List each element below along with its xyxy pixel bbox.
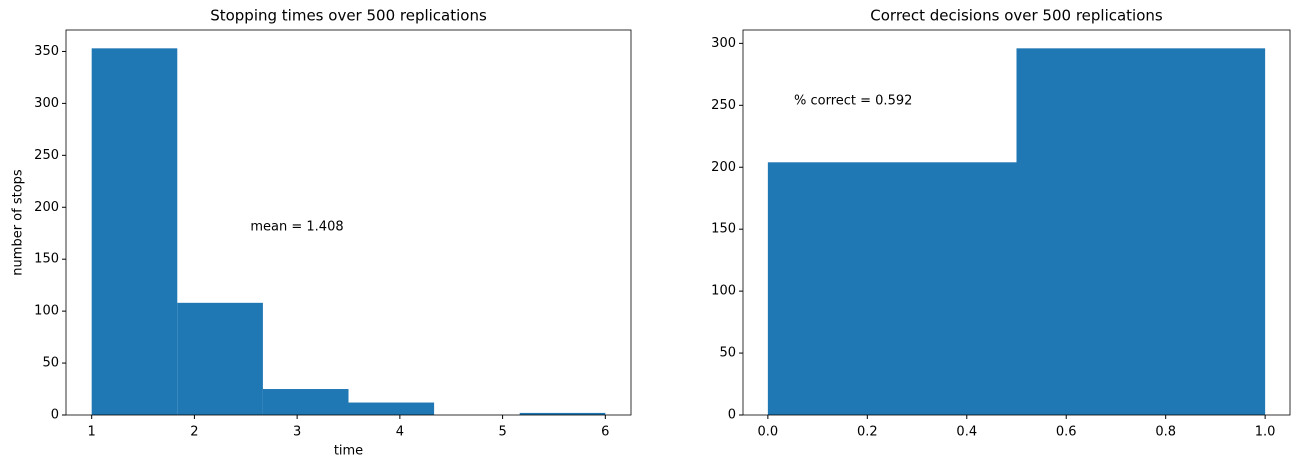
y-tick-label: 300 — [711, 36, 736, 51]
bar — [262, 389, 349, 415]
y-tick-label: 50 — [42, 356, 59, 371]
x-tick-label: 0.2 — [857, 425, 878, 440]
x-tick-label: 1.0 — [1255, 425, 1276, 440]
x-tick-label: 5 — [498, 425, 506, 440]
x-tick-label: 3 — [293, 425, 301, 440]
y-tick-label: 0 — [728, 408, 736, 423]
y-tick-label: 200 — [34, 200, 59, 215]
x-tick-label: 2 — [190, 425, 198, 440]
y-tick-label: 0 — [51, 408, 59, 423]
x-axis-label: time — [334, 444, 363, 459]
axes-frame — [742, 29, 1291, 416]
y-tick-label: 150 — [34, 252, 59, 267]
bar — [1016, 48, 1266, 415]
x-tick-label: 6 — [601, 425, 609, 440]
y-axis-label: number of stops — [11, 169, 26, 276]
x-tick-label: 4 — [396, 425, 404, 440]
bar — [91, 48, 178, 415]
y-tick-label: 250 — [34, 148, 59, 163]
y-tick-label: 300 — [34, 96, 59, 111]
y-tick-label: 150 — [711, 222, 736, 237]
y-tick-label: 250 — [711, 98, 736, 113]
bar — [767, 162, 1017, 415]
x-tick-label: 0.8 — [1155, 425, 1176, 440]
x-tick-label: 1 — [88, 425, 96, 440]
bar — [177, 302, 263, 415]
x-tick-label: 0.0 — [758, 425, 779, 440]
y-tick-label: 200 — [711, 160, 736, 175]
annotation: mean = 1.408 — [250, 220, 343, 235]
y-tick-label: 100 — [711, 284, 736, 299]
annotation: % correct = 0.592 — [794, 94, 912, 109]
axes-frame — [65, 29, 632, 416]
chart-title: Stopping times over 500 replications — [210, 7, 487, 25]
x-tick-label: 0.4 — [956, 425, 977, 440]
bar — [519, 412, 606, 415]
x-tick-label: 0.6 — [1056, 425, 1077, 440]
chart-title: Correct decisions over 500 replications — [870, 7, 1163, 25]
y-tick-label: 50 — [719, 346, 736, 361]
bar — [348, 402, 435, 415]
y-tick-label: 100 — [34, 304, 59, 319]
y-tick-label: 350 — [34, 44, 59, 59]
